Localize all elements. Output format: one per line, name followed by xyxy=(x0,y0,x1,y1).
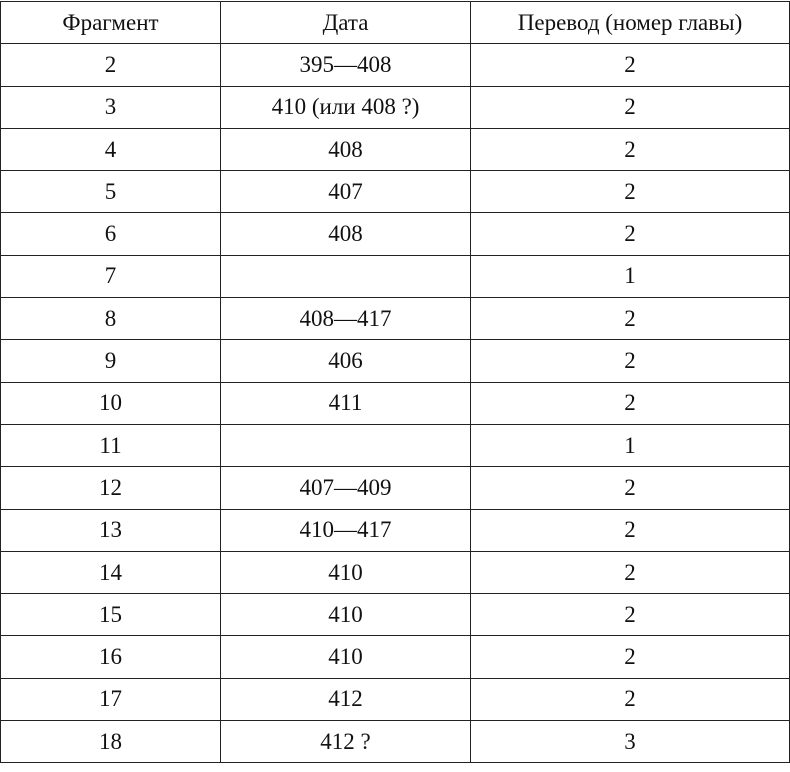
header-row: Фрагмент Дата Перевод (номер главы) xyxy=(0,0,790,45)
cell-fragment: 13 xyxy=(0,508,221,552)
cell-fragment: 12 xyxy=(0,466,221,510)
table-row: 2 395—408 2 xyxy=(0,43,790,87)
cell-date: 410—417 xyxy=(220,508,471,552)
table-row: 16 410 2 xyxy=(0,635,790,679)
cell-date: 407 xyxy=(220,170,471,214)
cell-translation: 2 xyxy=(470,339,790,383)
table-row: 10 411 2 xyxy=(0,381,790,425)
table-row: 6 408 2 xyxy=(0,212,790,256)
table-row: 4 408 2 xyxy=(0,127,790,172)
cell-translation: 2 xyxy=(470,635,790,679)
cell-translation: 2 xyxy=(470,127,790,172)
cell-fragment: 18 xyxy=(0,720,221,764)
table-row: 3 410 (или 408 ?) 2 xyxy=(0,85,790,129)
cell-translation: 2 xyxy=(470,508,790,552)
table-row: 5 407 2 xyxy=(0,170,790,214)
cell-date xyxy=(220,254,471,299)
cell-fragment: 7 xyxy=(0,254,221,299)
cell-fragment: 11 xyxy=(0,423,221,468)
cell-translation: 2 xyxy=(470,297,790,341)
cell-translation: 2 xyxy=(470,550,790,595)
table-row: 8 408—417 2 xyxy=(0,297,790,341)
cell-translation: 2 xyxy=(470,170,790,214)
cell-fragment: 16 xyxy=(0,635,221,679)
cell-translation: 2 xyxy=(470,593,790,637)
table-row: 15 410 2 xyxy=(0,593,790,637)
cell-fragment: 8 xyxy=(0,297,221,341)
cell-translation: 2 xyxy=(470,466,790,510)
table-row: 18 412 ? 3 xyxy=(0,720,790,764)
table-row: 13 410—417 2 xyxy=(0,508,790,552)
cell-date: 395—408 xyxy=(220,43,471,87)
cell-date: 410 xyxy=(220,593,471,637)
cell-fragment: 17 xyxy=(0,677,221,722)
cell-fragment: 14 xyxy=(0,550,221,595)
cell-translation: 3 xyxy=(470,720,790,764)
cell-translation: 2 xyxy=(470,381,790,425)
cell-fragment: 9 xyxy=(0,339,221,383)
table-row: 9 406 2 xyxy=(0,339,790,383)
cell-date: 406 xyxy=(220,339,471,383)
cell-date: 408 xyxy=(220,212,471,256)
cell-translation: 1 xyxy=(470,423,790,468)
cell-translation: 2 xyxy=(470,43,790,87)
cell-fragment: 5 xyxy=(0,170,221,214)
cell-fragment: 6 xyxy=(0,212,221,256)
table-row: 14 410 2 xyxy=(0,550,790,595)
cell-fragment: 10 xyxy=(0,381,221,425)
cell-date: 410 xyxy=(220,550,471,595)
table-row: 17 412 2 xyxy=(0,677,790,722)
cell-translation: 2 xyxy=(470,85,790,129)
cell-date: 407—409 xyxy=(220,466,471,510)
cell-translation: 1 xyxy=(470,254,790,299)
header-date: Дата xyxy=(220,0,471,45)
cell-translation: 2 xyxy=(470,677,790,722)
table-row: 12 407—409 2 xyxy=(0,466,790,510)
cell-date: 412 ? xyxy=(220,720,471,764)
cell-fragment: 15 xyxy=(0,593,221,637)
cell-date: 410 (или 408 ?) xyxy=(220,85,471,129)
cell-date xyxy=(220,423,471,468)
cell-date: 411 xyxy=(220,381,471,425)
table-row: 11 1 xyxy=(0,423,790,468)
header-fragment: Фрагмент xyxy=(0,0,221,45)
cell-date: 410 xyxy=(220,635,471,679)
cell-date: 408—417 xyxy=(220,297,471,341)
header-translation: Перевод (номер главы) xyxy=(470,0,790,45)
cell-translation: 2 xyxy=(470,212,790,256)
cell-date: 408 xyxy=(220,127,471,172)
cell-date: 412 xyxy=(220,677,471,722)
cell-fragment: 3 xyxy=(0,85,221,129)
cell-fragment: 4 xyxy=(0,127,221,172)
cell-fragment: 2 xyxy=(0,43,221,87)
